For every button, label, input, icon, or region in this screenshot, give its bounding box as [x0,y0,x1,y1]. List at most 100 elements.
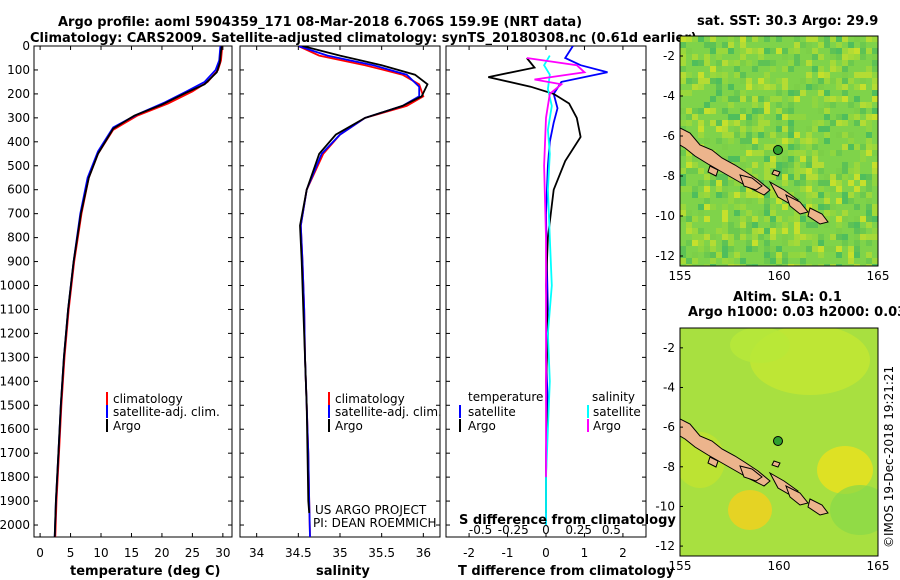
sst-cell [818,84,824,90]
sst-cell [770,246,776,252]
sst-cell [722,246,728,252]
sst-cell [794,60,800,66]
sst-cell [710,204,716,210]
sst-cell [734,36,740,42]
sst-cell [872,114,878,120]
depth-tick-label: 1500 [0,398,30,412]
sst-cell [746,150,752,156]
sst-cell [782,234,788,240]
sst-cell [806,174,812,180]
sst-cell [794,132,800,138]
sst-cell [734,114,740,120]
sst-cell [758,120,764,126]
sst-cell [794,114,800,120]
sst-cell [704,102,710,108]
depth-tick-label: 1000 [0,279,30,293]
sst-cell [710,42,716,48]
sst-cell [872,36,878,42]
sst-cell [812,36,818,42]
sst-cell [824,114,830,120]
sst-cell [788,60,794,66]
sst-cell [770,156,776,162]
sst-cell [806,72,812,78]
x-tick-label: 15 [124,546,139,560]
sst-cell [848,138,854,144]
sst-cell [740,48,746,54]
sst-cell [722,96,728,102]
sst-cell [752,234,758,240]
depth-axis: 0 100 200 300 400 500 600 700 800 900 1000 1100 1200… [0,39,646,532]
sst-cell [866,174,872,180]
sst-cell [752,192,758,198]
sst-cell [806,162,812,168]
sst-cell [818,78,824,84]
sst-cell [842,132,848,138]
depth-tick-label: 800 [7,231,30,245]
sst-cell [788,252,794,258]
sst-cell [758,48,764,54]
sst-cell [710,240,716,246]
sst-cell [752,162,758,168]
sst-cell [866,258,872,264]
sst-cell [866,192,872,198]
sst-cell [734,72,740,78]
sst-cell [830,204,836,210]
series-line-t-satellite [545,46,608,525]
sst-cell [758,114,764,120]
sst-cell [734,228,740,234]
sst-cell [794,210,800,216]
sst-cell [854,174,860,180]
sst-cell [686,264,692,266]
sst-cell [806,48,812,54]
sst-cell [794,222,800,228]
sst-cell [824,42,830,48]
sst-cell [794,252,800,258]
sst-cell [728,240,734,246]
sst-cell [836,234,842,240]
salinity-xlabel: salinity [316,564,370,579]
sst-cell [698,72,704,78]
sst-cell [740,204,746,210]
sst-cell [866,36,872,42]
legend-clim-label: climatology [113,392,183,406]
sst-cell [698,126,704,132]
sst-cell [788,138,794,144]
sst-cell [704,78,710,84]
sst-cell [728,48,734,54]
sst-cell [806,180,812,186]
legend-sargo-label: Argo [593,419,621,433]
sst-cell [680,90,686,96]
sst-cell [806,192,812,198]
sst-cell [800,156,806,162]
sst-cell [836,42,842,48]
sst-cell [872,96,878,102]
sst-cell [866,114,872,120]
sst-cell [710,96,716,102]
sst-cell [842,216,848,222]
sst-cell [722,234,728,240]
sst-cell [806,168,812,174]
depth-tick-label: 1400 [0,374,30,388]
sst-cell [800,234,806,240]
sst-cell [794,48,800,54]
sst-cell [842,210,848,216]
s-tick-label: 0.5 [602,523,621,537]
sst-cell [686,36,692,42]
sst-land [680,127,829,225]
sst-cell [830,120,836,126]
sst-cell [860,48,866,54]
sst-cell [680,36,686,42]
sla-float-marker [773,436,783,446]
sst-cell [680,186,686,192]
sst-cell [686,90,692,96]
depth-tick-label: 900 [7,255,30,269]
sst-cell [830,102,836,108]
sst-cell [806,132,812,138]
sst-cell [764,204,770,210]
sst-cell [752,174,758,180]
sst-cell [740,60,746,66]
depth-tick-label: 1700 [0,446,30,460]
sst-cell [818,66,824,72]
depth-tick-label: 100 [7,63,30,77]
sst-cell [698,204,704,210]
